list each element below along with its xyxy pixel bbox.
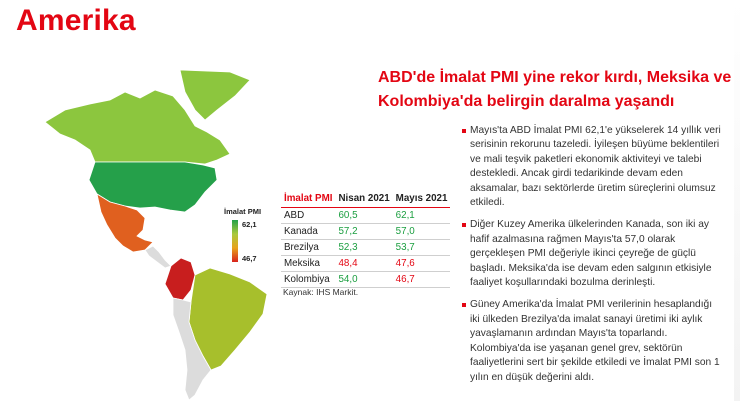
canada-region — [45, 89, 231, 165]
central-america-region — [144, 245, 172, 269]
source-note: Kaynak: IHS Markit. — [283, 287, 359, 297]
americas-map — [45, 70, 268, 400]
april-value-cell: 48,4 — [335, 255, 393, 272]
bullet-marker — [462, 129, 466, 133]
table-header-row: İmalat PMI Nisan 2021 Mayıs 2021 — [281, 190, 451, 208]
may-value-cell: 47,6 — [392, 255, 451, 272]
table-row: Kanada 57,2 57,0 — [281, 223, 451, 240]
pmi-table: İmalat PMI Nisan 2021 Mayıs 2021 ABD 60,… — [281, 190, 451, 288]
table-row: ABD 60,5 62,1 — [281, 207, 451, 224]
commentary-item: Mayıs'ta ABD İmalat PMI 62,1'e yükselere… — [462, 124, 724, 210]
country-cell: Meksika — [281, 255, 336, 272]
legend-title: İmalat PMI — [224, 207, 262, 216]
south-america-other-region — [172, 297, 212, 400]
commentary-item: Diğer Kuzey Amerika ülkelerinden Kanada,… — [462, 218, 724, 290]
country-cell: ABD — [281, 207, 336, 224]
legend-max-value: 62,1 — [242, 220, 257, 229]
section-headline: ABD'de İmalat PMI yine rekor kırdı, Meks… — [378, 69, 732, 110]
april-value-cell: 57,2 — [335, 223, 393, 240]
greenland-region — [179, 70, 251, 121]
april-value-cell: 60,5 — [335, 207, 393, 224]
legend-color-scale — [232, 220, 238, 262]
page-title: Amerika — [16, 4, 136, 37]
country-cell: Kanada — [281, 223, 336, 240]
table-row: Meksika 48,4 47,6 — [281, 255, 451, 272]
commentary-text: Mayıs'ta ABD İmalat PMI 62,1'e yükselere… — [470, 125, 721, 209]
table-row: Brezilya 52,3 53,7 — [281, 239, 451, 256]
country-cell: Brezilya — [281, 239, 336, 256]
may-value-cell: 53,7 — [392, 239, 451, 256]
april-value-cell: 54,0 — [335, 271, 393, 288]
may-value-cell: 57,0 — [392, 223, 451, 240]
commentary-text: Güney Amerika'da İmalat PMI verilerinin … — [470, 299, 720, 383]
slide-edge — [734, 0, 740, 401]
commentary-list: Mayıs'ta ABD İmalat PMI 62,1'e yükselere… — [462, 124, 724, 393]
commentary-text: Diğer Kuzey Amerika ülkelerinden Kanada,… — [470, 219, 712, 289]
column-header-may: Mayıs 2021 — [392, 190, 451, 208]
colombia-region — [164, 257, 196, 301]
column-header-april: Nisan 2021 — [335, 190, 393, 208]
may-value-cell: 62,1 — [392, 207, 451, 224]
map-legend: İmalat PMI 62,1 46,7 — [224, 207, 284, 267]
may-value-cell: 46,7 — [392, 271, 451, 288]
april-value-cell: 52,3 — [335, 239, 393, 256]
bullet-marker — [462, 223, 466, 228]
table-row: Kolombiya 54,0 46,7 — [281, 271, 451, 288]
legend-min-value: 46,7 — [242, 254, 257, 263]
commentary-item: Güney Amerika'da İmalat PMI verilerinin … — [462, 298, 724, 384]
column-header-indicator: İmalat PMI — [281, 190, 336, 208]
bullet-marker — [462, 303, 466, 308]
mexico-region — [96, 193, 154, 253]
country-cell: Kolombiya — [281, 271, 336, 288]
